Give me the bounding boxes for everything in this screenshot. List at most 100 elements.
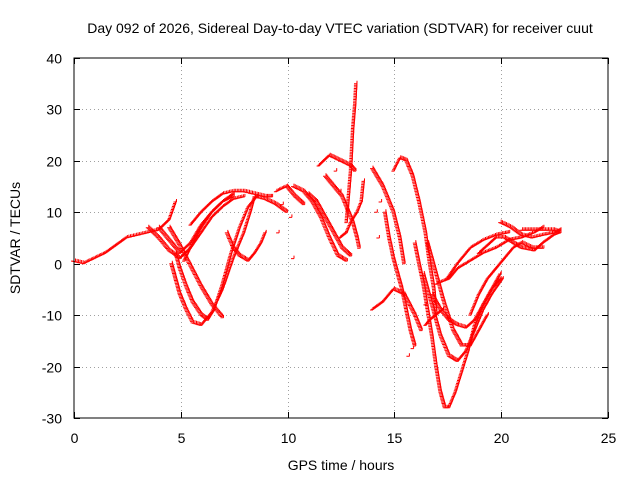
data-point xyxy=(293,184,298,189)
data-point xyxy=(331,183,336,188)
data-point xyxy=(337,240,341,244)
data-point xyxy=(297,186,302,191)
data-point xyxy=(326,220,331,225)
data-point xyxy=(200,286,205,290)
data-point xyxy=(299,199,304,204)
data-point xyxy=(230,242,234,246)
data-point xyxy=(237,253,242,257)
data-point xyxy=(241,255,245,259)
data-point xyxy=(328,236,332,240)
data-point xyxy=(524,242,529,247)
data-point xyxy=(226,234,230,238)
data-point xyxy=(376,177,381,181)
data-point xyxy=(197,309,201,314)
data-point xyxy=(330,228,335,233)
data-point xyxy=(178,244,182,248)
data-point xyxy=(347,252,352,256)
data-point xyxy=(230,243,235,248)
series-track-r xyxy=(370,165,406,265)
data-point xyxy=(190,297,194,302)
data-point xyxy=(212,305,217,309)
data-point xyxy=(389,205,394,209)
axis-ticks: 0 5 10 15 20 25 -30 -20 -10 0 10 20 30 40 xyxy=(42,51,617,447)
data-point xyxy=(228,238,232,242)
x-tick-label: 20 xyxy=(494,430,510,446)
data-point xyxy=(378,179,382,184)
series-track-g xyxy=(182,191,235,262)
data-point xyxy=(235,250,240,255)
data-point xyxy=(382,209,387,213)
data-point xyxy=(286,185,290,190)
data-point xyxy=(408,167,412,172)
data-point xyxy=(191,300,195,305)
data-point xyxy=(213,306,218,310)
data-point xyxy=(339,192,343,197)
series-track-m xyxy=(306,191,353,257)
data-point xyxy=(327,222,331,226)
data-point xyxy=(456,336,460,341)
data-point xyxy=(511,226,515,230)
data-point xyxy=(172,243,176,247)
data-point xyxy=(389,203,393,208)
data-point xyxy=(187,260,191,264)
data-point xyxy=(387,199,391,203)
data-point xyxy=(319,208,323,212)
series-track-j xyxy=(252,193,289,213)
data-point xyxy=(508,238,513,243)
data-point xyxy=(430,292,435,297)
data-point xyxy=(165,245,169,249)
data-point xyxy=(438,332,442,337)
data-point xyxy=(442,343,447,347)
data-point xyxy=(507,224,511,228)
data-point xyxy=(154,232,158,237)
data-point xyxy=(443,344,447,348)
y-axis-label: SDTVAR / TECUs xyxy=(7,182,23,294)
series-track-d xyxy=(167,224,224,319)
data-point xyxy=(376,235,380,239)
data-point xyxy=(314,199,318,203)
data-point xyxy=(160,239,164,244)
data-point xyxy=(437,304,441,308)
data-point xyxy=(390,207,395,212)
series-track-u xyxy=(370,286,423,332)
data-point xyxy=(408,303,412,308)
series-track-y xyxy=(429,271,502,329)
series-track-w xyxy=(421,271,504,362)
data-point xyxy=(375,174,379,179)
data-point xyxy=(330,241,335,246)
data-point xyxy=(383,189,387,193)
data-point xyxy=(372,169,376,173)
series-track-l xyxy=(291,183,348,262)
data-point xyxy=(445,350,450,354)
data-point xyxy=(337,253,341,258)
data-point xyxy=(206,296,211,301)
series-track-i xyxy=(224,229,267,262)
data-point xyxy=(508,224,513,229)
data-point xyxy=(287,187,291,191)
data-point xyxy=(203,290,207,294)
data-point xyxy=(450,319,455,323)
data-point xyxy=(174,236,178,240)
data-point xyxy=(333,232,337,236)
data-point xyxy=(502,221,506,225)
data-point xyxy=(404,157,408,162)
y-tick-label: 40 xyxy=(46,51,62,67)
data-point xyxy=(176,240,180,244)
data-point xyxy=(446,351,450,356)
data-point xyxy=(197,279,201,284)
data-point xyxy=(177,241,181,245)
data-point xyxy=(354,80,358,85)
data-point xyxy=(159,228,163,232)
data-point xyxy=(162,231,166,236)
data-point xyxy=(218,312,223,316)
data-point xyxy=(500,276,504,280)
data-point xyxy=(332,246,337,250)
data-point xyxy=(171,232,176,236)
data-point xyxy=(155,234,159,238)
data-point xyxy=(446,353,451,357)
data-point xyxy=(163,232,167,237)
data-point xyxy=(416,322,421,326)
data-point xyxy=(439,335,444,340)
data-point xyxy=(149,227,153,232)
data-point xyxy=(441,340,445,344)
